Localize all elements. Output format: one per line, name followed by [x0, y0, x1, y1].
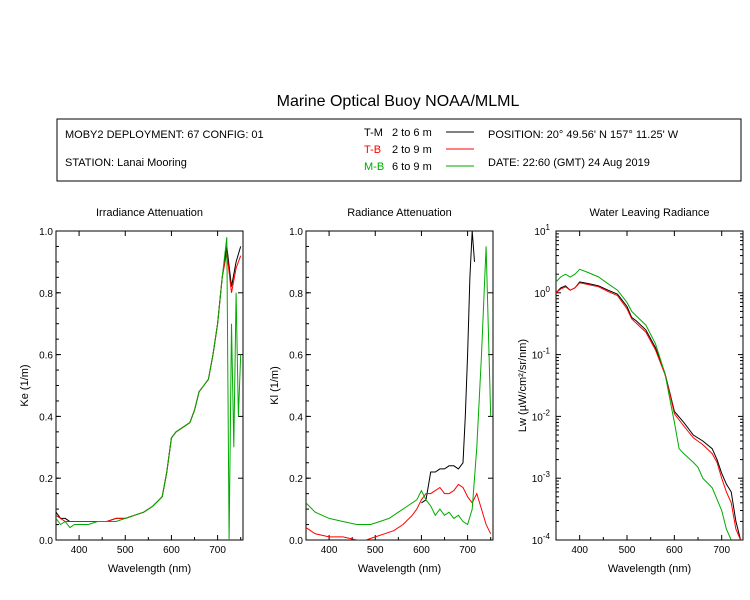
legend-range-m-b: 6 to 9 m: [392, 161, 432, 173]
legend-range-t-m: 2 to 6 m: [392, 127, 432, 139]
deployment-text: MOBY2 DEPLOYMENT: 67 CONFIG: 01: [65, 129, 264, 141]
y-tick-label: 10-4: [532, 532, 551, 547]
y-tick-label: 0.4: [39, 412, 53, 423]
x-tick-label: 500: [117, 545, 134, 556]
chart-panel-1: Irradiance Attenuation 400 500 600 700 0.0 0.2…: [19, 207, 244, 575]
plot-frame: [555, 230, 744, 541]
x-axis-label: Wavelength (nm): [358, 563, 441, 575]
series-line-t-b: [56, 252, 242, 522]
y-axis-label: Ke (1/m): [19, 364, 31, 406]
x-tick-label: 700: [459, 545, 476, 556]
x-tick-label: 500: [619, 545, 636, 556]
chart-title: Radiance Attenuation: [347, 207, 452, 219]
chart-title: Irradiance Attenuation: [96, 207, 203, 219]
series-line-t-m: [56, 246, 242, 522]
x-tick-label: 600: [163, 545, 180, 556]
position-text: POSITION: 20° 49.56' N 157° 11.25' W: [488, 129, 679, 141]
x-tick-label: 400: [321, 545, 338, 556]
y-tick-label: 101: [534, 223, 550, 238]
y-tick-label: 0.4: [289, 412, 303, 423]
x-axis-label: Wavelength (nm): [608, 563, 691, 575]
station-text: STATION: Lanai Mooring: [65, 157, 187, 169]
chart-title: Water Leaving Radiance: [589, 207, 709, 219]
y-tick-label: 10-2: [532, 408, 551, 423]
x-tick-label: 500: [367, 545, 384, 556]
info-box-frame: [56, 118, 742, 182]
y-tick-label: 0.6: [289, 351, 303, 362]
figure-title: Marine Optical Buoy NOAA/MLML: [277, 93, 520, 110]
series-line-t-b: [306, 483, 492, 540]
y-tick-label: 10-1: [532, 347, 551, 362]
x-tick-label: 700: [713, 545, 730, 556]
legend-key-t-m: T-M: [364, 127, 383, 139]
y-tick-label: 0.8: [39, 289, 53, 300]
x-tick-label: 600: [413, 545, 430, 556]
series-line-m-b: [56, 237, 242, 540]
x-tick-label: 400: [71, 545, 88, 556]
y-tick-label: 1.0: [289, 227, 303, 238]
legend: T-M 2 to 6 m T-B 2 to 9 m M-B 6 to 9 m: [364, 127, 474, 173]
series-line-t-m: [421, 231, 475, 504]
y-tick-label: 1.0: [39, 227, 53, 238]
y-tick-label: 0.0: [39, 536, 53, 547]
legend-range-t-b: 2 to 9 m: [392, 144, 432, 156]
y-tick-label: 0.8: [289, 289, 303, 300]
plot-frame: [305, 230, 494, 541]
y-axis-label: Lw (µW/cm²/sr/nm): [517, 339, 529, 432]
x-tick-label: 600: [666, 545, 683, 556]
y-tick-label: 0.6: [39, 351, 53, 362]
y-tick-label: 0.2: [39, 474, 53, 485]
plot-frame: [55, 230, 244, 541]
series-line-t-b: [556, 282, 742, 540]
info-box: MOBY2 DEPLOYMENT: 67 CONFIG: 01 STATION:…: [56, 118, 742, 182]
legend-key-t-b: T-B: [364, 144, 381, 156]
chart-panel-3: Water Leaving Radiance 400 500 600 700 10-4 10…: [517, 207, 744, 575]
series-line-t-m: [556, 281, 742, 540]
y-tick-label: 0.2: [289, 474, 303, 485]
legend-key-m-b: M-B: [364, 161, 384, 173]
y-tick-label: 100: [534, 285, 550, 300]
chart-panels: Irradiance Attenuation 400 500 600 700 0.0 0.2…: [19, 207, 744, 575]
series-line-m-b: [556, 268, 732, 540]
date-text: DATE: 22:60 (GMT) 24 Aug 2019: [488, 157, 650, 169]
y-axis-label: Kl (1/m): [269, 366, 281, 405]
x-tick-label: 700: [209, 545, 226, 556]
x-tick-label: 400: [571, 545, 588, 556]
series-line-m-b: [306, 246, 492, 526]
y-tick-label: 10-3: [532, 470, 551, 485]
chart-panel-2: Radiance Attenuation 400 500 600 700 0.0 0.2 0.…: [269, 207, 494, 575]
x-axis-label: Wavelength (nm): [108, 563, 191, 575]
y-tick-label: 0.0: [289, 536, 303, 547]
